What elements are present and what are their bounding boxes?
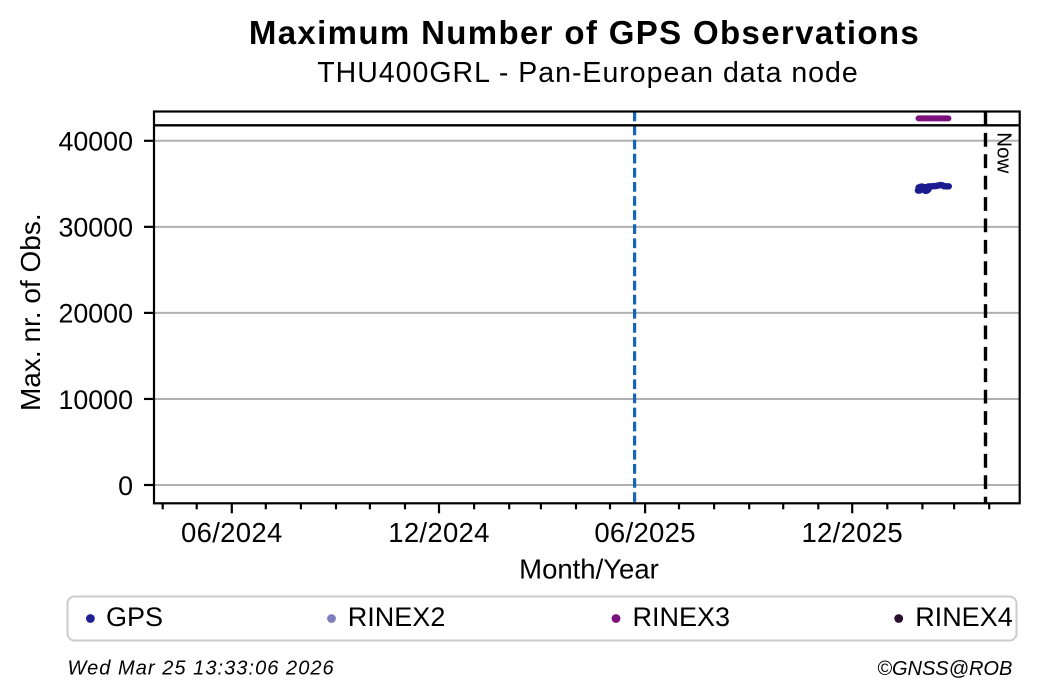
svg-text:06/2025: 06/2025 [594,517,696,548]
svg-text:20000: 20000 [58,299,133,329]
svg-text:10000: 10000 [58,385,133,415]
svg-text:12/2025: 12/2025 [801,517,903,548]
svg-text:THU400GRL - Pan-European data: THU400GRL - Pan-European data node [317,57,859,89]
svg-text:30000: 30000 [58,213,133,243]
svg-text:GPS: GPS [106,602,163,632]
svg-text:Wed Mar 25 13:33:06 2026: Wed Mar 25 13:33:06 2026 [68,658,335,680]
svg-text:Max. nr. of Obs.: Max. nr. of Obs. [15,213,46,411]
svg-text:RINEX3: RINEX3 [633,602,731,632]
svg-text:Now: Now [993,132,1016,173]
svg-text:Month/Year: Month/Year [519,553,659,584]
svg-text:©GNSS@ROB: ©GNSS@ROB [877,658,1012,680]
svg-text:0: 0 [118,471,133,501]
svg-text:RINEX4: RINEX4 [915,602,1013,632]
svg-text:40000: 40000 [58,127,133,157]
svg-text:Maximum Number of GPS Observat: Maximum Number of GPS Observations [249,14,920,51]
svg-text:12/2024: 12/2024 [388,517,490,548]
svg-text:06/2024: 06/2024 [181,517,283,548]
svg-text:RINEX2: RINEX2 [348,602,446,632]
